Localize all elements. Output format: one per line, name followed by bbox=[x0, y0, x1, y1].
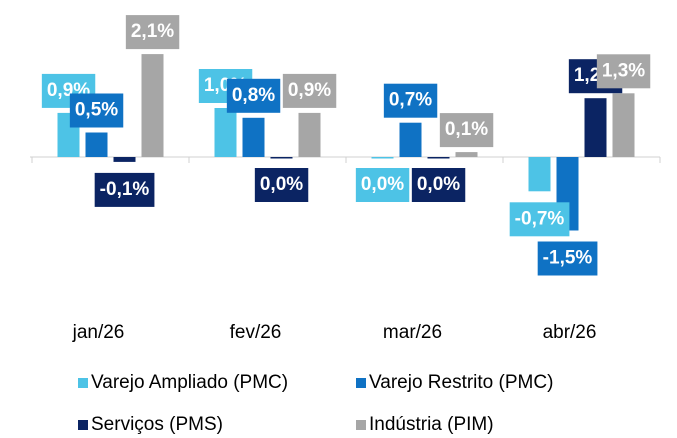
legend-swatch bbox=[356, 420, 366, 430]
data-label: 0,9% bbox=[288, 80, 331, 101]
bar bbox=[85, 132, 108, 157]
data-label-box bbox=[355, 168, 410, 202]
data-label-box bbox=[69, 93, 124, 128]
legend-label: Serviços (PMS) bbox=[91, 414, 223, 435]
bar bbox=[298, 112, 321, 157]
data-label-box bbox=[411, 168, 466, 202]
data-label: 0,0% bbox=[260, 174, 303, 195]
data-label: 1,3% bbox=[602, 60, 645, 81]
bar bbox=[584, 98, 607, 157]
data-label: 0,8% bbox=[232, 85, 275, 106]
bar bbox=[427, 157, 450, 159]
legend: Varejo Ampliado (PMC) Varejo Restrito (PM… bbox=[78, 372, 553, 435]
data-label-box bbox=[509, 202, 570, 237]
bar bbox=[612, 93, 635, 157]
x-tick-label: mar/26 bbox=[383, 322, 442, 343]
x-tick-label: abr/26 bbox=[543, 322, 597, 343]
bar bbox=[399, 122, 422, 157]
data-label: 0,7% bbox=[389, 90, 432, 111]
data-label-box bbox=[94, 172, 155, 207]
data-label-box bbox=[537, 241, 598, 276]
legend-swatch bbox=[78, 378, 88, 388]
data-label: 0,1% bbox=[445, 119, 488, 140]
legend-swatch bbox=[356, 378, 366, 388]
legend-label: Varejo Restrito (PMC) bbox=[369, 372, 553, 393]
data-label: -1,5% bbox=[543, 248, 593, 269]
data-label: -0,7% bbox=[515, 208, 565, 229]
bar bbox=[528, 157, 551, 192]
legend-label: Indústria (PIM) bbox=[369, 414, 494, 435]
data-label-box bbox=[226, 78, 281, 113]
bar bbox=[371, 157, 394, 159]
bar bbox=[270, 157, 293, 159]
data-label: -0,1% bbox=[100, 179, 150, 200]
data-label-box bbox=[596, 54, 651, 89]
x-tick-label: jan/26 bbox=[72, 322, 125, 343]
data-label: 2,1% bbox=[131, 21, 174, 42]
legend-swatch bbox=[78, 420, 88, 430]
legend-label: Varejo Ampliado (PMC) bbox=[91, 372, 288, 393]
data-labels: 0,9% 1,0%0,0%-0,7%0,5%0,8% 0,7%-1,5%-0,1% 0… bbox=[41, 15, 651, 276]
x-tick-label: fev/26 bbox=[230, 322, 282, 343]
data-label-box bbox=[383, 83, 438, 118]
bar bbox=[242, 117, 265, 157]
data-label: 0,5% bbox=[75, 100, 118, 121]
data-label-box bbox=[125, 15, 180, 50]
bar bbox=[214, 108, 237, 157]
data-label: 0,0% bbox=[361, 174, 404, 195]
data-label-box bbox=[282, 73, 337, 108]
data-label-box bbox=[439, 113, 494, 148]
data-label-box bbox=[254, 168, 309, 202]
bar bbox=[113, 157, 136, 162]
bar bbox=[141, 54, 164, 157]
data-label: 0,0% bbox=[417, 174, 460, 195]
bar bbox=[455, 152, 478, 157]
